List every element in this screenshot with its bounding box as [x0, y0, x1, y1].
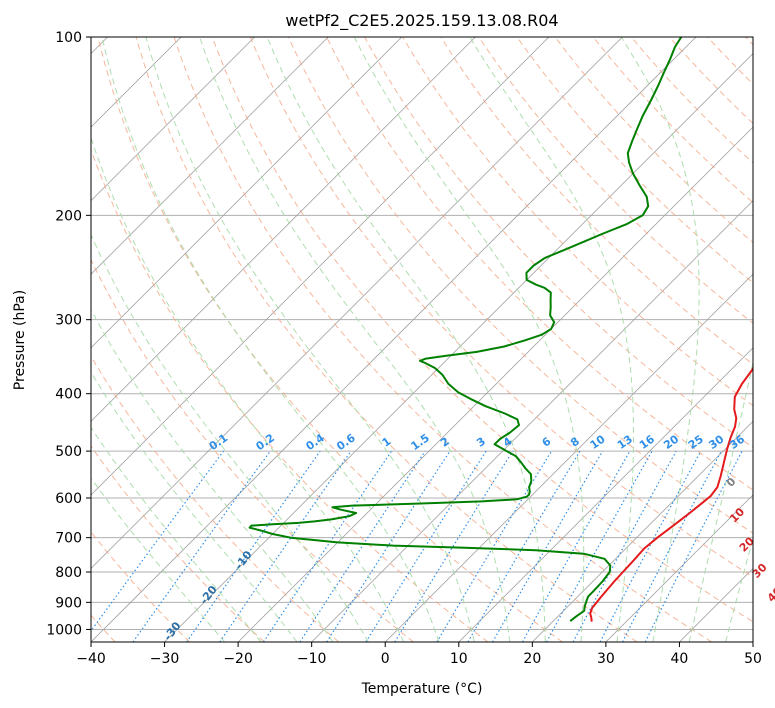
isotherm-line [605, 494, 753, 642]
chart-title: wetPf2_C2E5.2025.159.13.08.R04 [285, 11, 558, 31]
x-tick-label: −40 [76, 651, 106, 667]
moist-adiabat [725, 536, 753, 642]
plot-area [91, 37, 753, 642]
moist-adiabat [353, 37, 585, 642]
mixing-ratio-line [219, 450, 352, 642]
mixing-ratio-line [132, 450, 271, 642]
dry-adiabat [211, 37, 753, 623]
x-tick-label: −10 [297, 651, 327, 667]
moist-adiabat [688, 360, 753, 642]
dry-adiabat [97, 37, 563, 642]
series-layer [248, 37, 753, 622]
moist-adiabat [91, 308, 334, 642]
y-axis-label: Pressure (hPa) [12, 290, 28, 390]
y-tick-label: 1000 [46, 622, 82, 638]
isotherm-line [164, 52, 753, 642]
y-tick-label: 200 [55, 208, 82, 224]
mixing-ratio-line [326, 450, 451, 642]
moist-adiabat [620, 37, 700, 642]
dewpoint-profile [248, 37, 683, 622]
mixing-ratio-line [91, 450, 224, 632]
x-tick-label: 10 [450, 651, 468, 667]
isotherm-line [532, 420, 753, 642]
y-tick-label: 900 [55, 595, 82, 611]
mixing-ratio-line [546, 450, 653, 642]
mixing-ratio-line [263, 450, 393, 642]
x-tick-label: 20 [523, 651, 541, 667]
isotherm-line [384, 273, 753, 642]
x-tick-label: 30 [597, 651, 615, 667]
x-axis-label: Temperature (°C) [361, 681, 483, 697]
mixing-ratio-line [299, 450, 426, 642]
dry-adiabat [326, 37, 753, 491]
isotherm-line [91, 37, 255, 202]
moist-adiabat [91, 136, 405, 642]
moist-adiabat [266, 37, 546, 642]
y-tick-label: 600 [55, 491, 82, 507]
dry-adiabat [91, 355, 340, 642]
isotherm-line [237, 126, 753, 642]
mixing-ratio-line [394, 450, 514, 642]
isotherm-line [91, 37, 476, 422]
grid-layer [91, 37, 753, 642]
isotherm-line [91, 37, 623, 570]
dry-adiabat [135, 37, 638, 642]
y-tick-label: 500 [55, 444, 82, 460]
moist-adiabat [199, 37, 511, 642]
moist-adiabat [91, 233, 369, 642]
y-tick-label: 300 [55, 313, 82, 329]
y-tick-label: 100 [55, 30, 82, 46]
plot-frame [90, 36, 754, 643]
dry-adiabat [173, 37, 713, 642]
mixing-ratio-line [521, 450, 631, 642]
x-tick-label: 0 [381, 651, 390, 667]
mixing-ratio-line [186, 450, 321, 642]
dry-adiabat [91, 445, 265, 642]
isotherm-line [91, 37, 403, 349]
moist-adiabat [91, 371, 298, 642]
moist-adiabat [91, 426, 262, 642]
x-tick-label: 50 [744, 651, 762, 667]
temperature-profile [589, 366, 753, 622]
dry-adiabat [287, 37, 753, 534]
axis-layer: −40 −30 −20 −10 0 10 20 30 40 50 1000 900 800 700 600 5… [46, 30, 762, 667]
isotherm-line [91, 37, 697, 642]
y-tick-label: 700 [55, 531, 82, 547]
x-tick-label: 40 [671, 651, 689, 667]
moist-adiabat-label: 40 [765, 584, 775, 604]
moist-adiabat [101, 37, 440, 642]
isotherm-line [752, 641, 753, 642]
moist-adiabat [91, 477, 226, 642]
isotherm-line [458, 347, 753, 642]
mixing-ratio-line [644, 450, 743, 642]
y-tick-label: 800 [55, 565, 82, 581]
x-tick-label: −20 [223, 651, 253, 667]
dry-adiabat [91, 258, 414, 642]
isotherm-line [91, 37, 329, 275]
y-tick-label: 400 [55, 387, 82, 403]
moist-adiabat [145, 37, 475, 642]
dry-adiabat [249, 37, 753, 578]
mixing-ratio-line [572, 450, 677, 642]
x-tick-label: −30 [150, 651, 180, 667]
isotherm-line [91, 37, 550, 496]
